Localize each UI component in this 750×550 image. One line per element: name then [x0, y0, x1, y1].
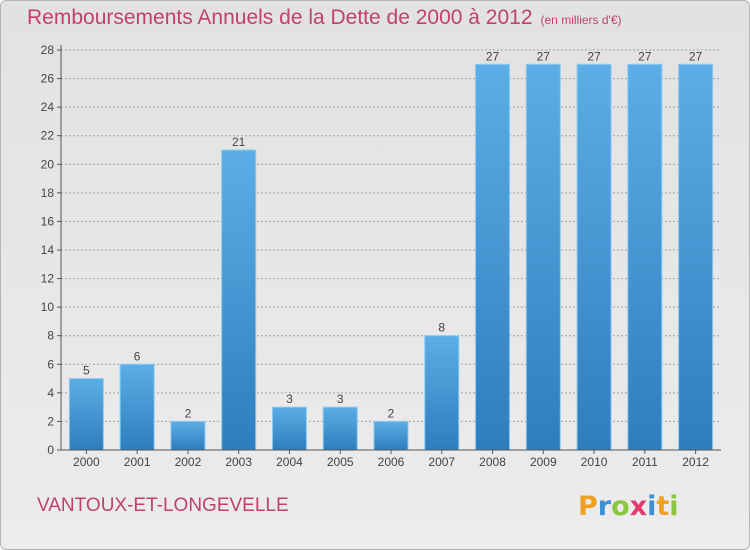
- y-tick-label: 14: [41, 243, 55, 257]
- value-label-2004: 3: [286, 392, 293, 406]
- y-tick-label: 12: [41, 272, 55, 286]
- chart-title: Remboursements Annuels de la Dette de 20…: [27, 6, 622, 30]
- y-tick-label: 18: [41, 186, 55, 200]
- bar-2007: [424, 335, 460, 451]
- bar-2010: [576, 63, 612, 451]
- y-tick-label: 0: [47, 443, 54, 457]
- bar-2006: [373, 420, 409, 451]
- value-label-2006: 2: [388, 406, 395, 420]
- commune-name: VANTOUX-ET-LONGEVELLE: [37, 495, 289, 516]
- value-label-2011: 27: [638, 49, 652, 63]
- bar-2003: [221, 149, 257, 451]
- bar-2009: [525, 63, 561, 451]
- value-label-2012: 27: [689, 49, 703, 63]
- y-tick-label: 16: [41, 214, 55, 228]
- bar-2008: [475, 63, 511, 451]
- bar-2000: [68, 378, 104, 451]
- x-tick-label-2002: 2002: [175, 455, 202, 469]
- bar-2002: [170, 420, 206, 451]
- x-tick-label-2005: 2005: [327, 455, 354, 469]
- svg-text:Proxiti: Proxiti: [578, 491, 679, 522]
- y-tick-label: 10: [41, 300, 55, 314]
- value-label-2010: 27: [587, 49, 601, 63]
- x-tick-label-2009: 2009: [530, 455, 557, 469]
- value-label-2008: 27: [486, 49, 500, 63]
- y-tick-label: 4: [47, 386, 54, 400]
- value-label-2001: 6: [134, 349, 141, 363]
- y-tick-label: 8: [47, 329, 54, 343]
- x-tick-label-2000: 2000: [73, 455, 100, 469]
- bar-2005: [322, 406, 358, 451]
- value-label-2002: 2: [185, 406, 192, 420]
- y-tick-label: 20: [41, 157, 55, 171]
- x-tick-label-2012: 2012: [682, 455, 709, 469]
- proxiti-logo: Proxiti: [578, 491, 679, 522]
- value-label-2003: 21: [232, 135, 246, 149]
- value-label-2005: 3: [337, 392, 344, 406]
- x-tick-label-2001: 2001: [124, 455, 151, 469]
- bar-2004: [271, 406, 307, 451]
- x-tick-label-2004: 2004: [276, 455, 303, 469]
- y-tick-label: 28: [41, 43, 55, 57]
- value-label-2007: 8: [438, 321, 445, 335]
- title-text: Remboursements Annuels de la Dette de 20…: [27, 6, 533, 29]
- x-tick-label-2006: 2006: [378, 455, 405, 469]
- bar-2011: [627, 63, 663, 451]
- x-tick-label-2011: 2011: [632, 455, 658, 469]
- bar-2001: [119, 363, 155, 451]
- y-tick-label: 24: [41, 100, 55, 114]
- bar-2012: [678, 63, 714, 451]
- y-tick-label: 22: [41, 129, 55, 143]
- value-label-2009: 27: [537, 49, 551, 63]
- y-tick-label: 2: [47, 414, 54, 428]
- value-label-2000: 5: [83, 364, 90, 378]
- y-tick-label: 26: [41, 72, 55, 86]
- x-tick-label-2010: 2010: [581, 455, 608, 469]
- x-tick-label-2008: 2008: [479, 455, 506, 469]
- title-unit: (en milliers d'€): [540, 13, 622, 27]
- x-tick-label-2007: 2007: [428, 455, 455, 469]
- x-tick-label-2003: 2003: [225, 455, 252, 469]
- y-tick-label: 6: [47, 357, 54, 371]
